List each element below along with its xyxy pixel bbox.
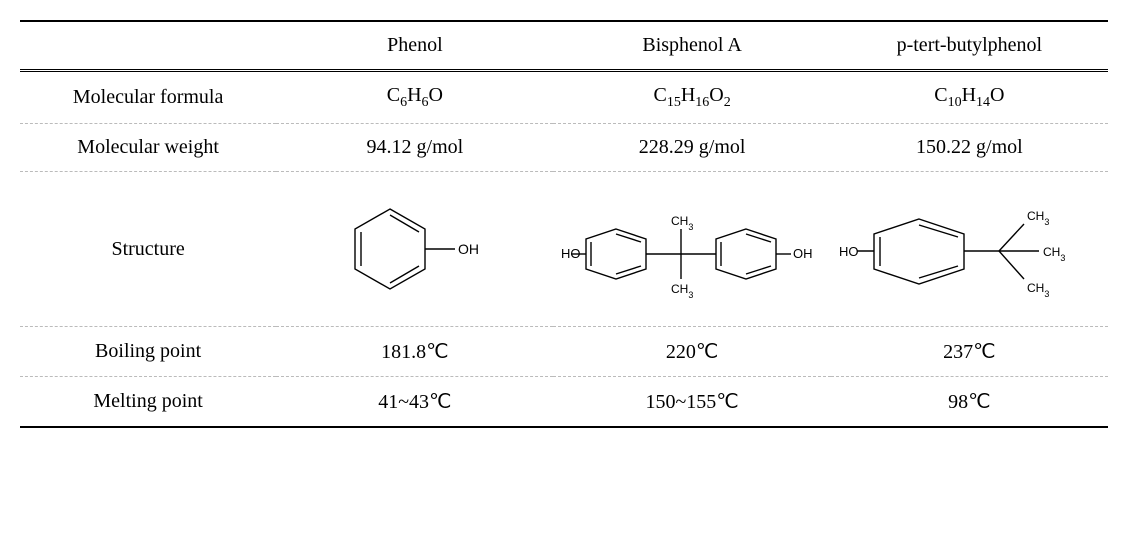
svg-text:OH: OH	[793, 246, 813, 261]
row-label: Molecular weight	[20, 124, 276, 172]
header-bisphenol-a: Bisphenol A	[553, 21, 830, 71]
svg-text:CH3: CH3	[1043, 245, 1065, 263]
svg-text:CH3: CH3	[1027, 281, 1049, 299]
cell-mw-bpa: 228.29 g/mol	[553, 124, 830, 172]
properties-table: Phenol Bisphenol A p-tert-butylphenol Mo…	[20, 20, 1108, 428]
cell-formula-bpa: C15H16O2	[553, 71, 830, 124]
cell-mp-bpa: 150~155℃	[553, 377, 830, 428]
table-row: Molecular weight 94.12 g/mol 228.29 g/mo…	[20, 124, 1108, 172]
svg-text:HO: HO	[561, 246, 581, 261]
cell-formula-phenol: C6H6O	[276, 71, 553, 124]
svg-text:CH3: CH3	[1027, 209, 1049, 227]
cell-mp-phenol: 41~43℃	[276, 377, 553, 428]
table-row: Structure OH	[20, 172, 1108, 327]
header-ptbp: p-tert-butylphenol	[831, 21, 1108, 71]
table-row: Melting point 41~43℃ 150~155℃ 98℃	[20, 377, 1108, 428]
cell-formula-ptbp: C10H14O	[831, 71, 1108, 124]
row-label: Boiling point	[20, 327, 276, 377]
svg-text:CH3: CH3	[671, 214, 693, 232]
cell-bp-bpa: 220℃	[553, 327, 830, 377]
cell-bp-phenol: 181.8℃	[276, 327, 553, 377]
table-row: Boiling point 181.8℃ 220℃ 237℃	[20, 327, 1108, 377]
svg-text:OH: OH	[458, 241, 479, 257]
structure-bisphenol-a: HO OH CH3 CH3	[553, 172, 830, 327]
row-label: Molecular formula	[20, 71, 276, 124]
cell-bp-ptbp: 237℃	[831, 327, 1108, 377]
cell-mw-phenol: 94.12 g/mol	[276, 124, 553, 172]
table-header-row: Phenol Bisphenol A p-tert-butylphenol	[20, 21, 1108, 71]
table-row: Molecular formula C6H6O C15H16O2 C10H14O	[20, 71, 1108, 124]
svg-text:CH3: CH3	[671, 282, 693, 300]
row-label: Structure	[20, 172, 276, 327]
svg-text:HO: HO	[839, 244, 859, 259]
structure-phenol: OH	[276, 172, 553, 327]
row-label: Melting point	[20, 377, 276, 428]
header-phenol: Phenol	[276, 21, 553, 71]
cell-mw-ptbp: 150.22 g/mol	[831, 124, 1108, 172]
cell-mp-ptbp: 98℃	[831, 377, 1108, 428]
structure-ptbp: HO CH3 CH3 CH3	[831, 172, 1108, 327]
header-blank	[20, 21, 276, 71]
